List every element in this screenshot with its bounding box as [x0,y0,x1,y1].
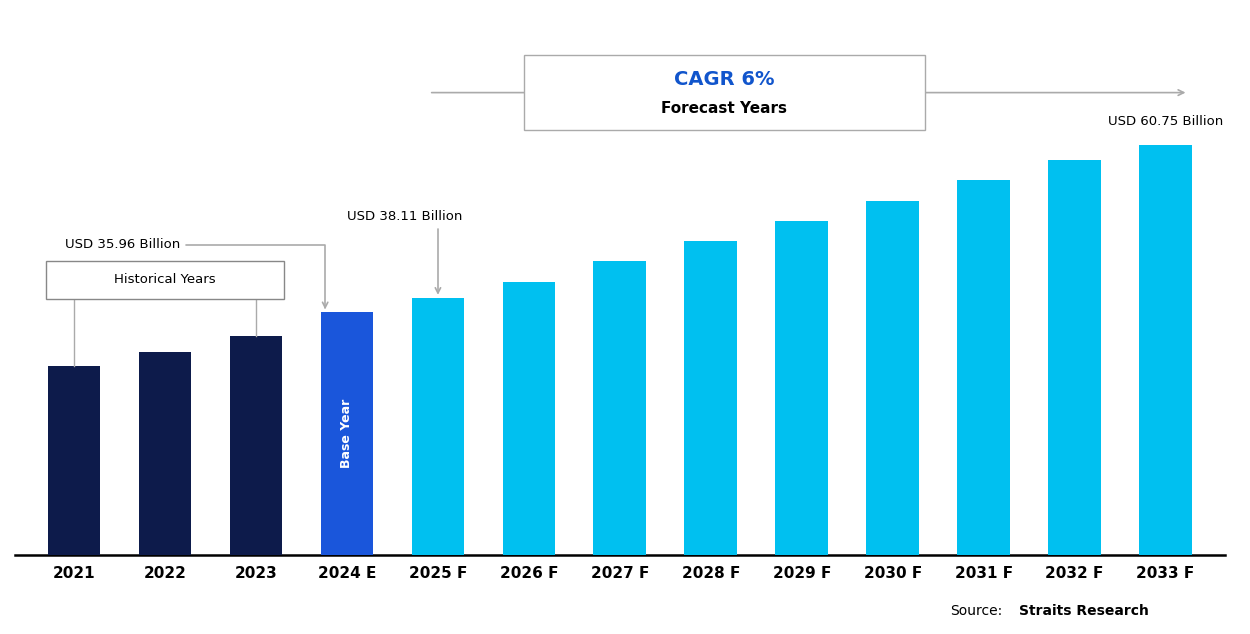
FancyBboxPatch shape [524,55,925,130]
Text: USD 38.11 Billion: USD 38.11 Billion [348,210,462,293]
Text: Straits Research: Straits Research [1019,604,1149,618]
Bar [230,335,282,555]
Bar [775,221,829,555]
Text: Historical Years: Historical Years [114,273,216,287]
Bar [139,353,191,555]
Bar [48,366,100,555]
Bar [1139,145,1192,555]
Text: Source:: Source: [950,604,1002,618]
FancyBboxPatch shape [46,261,284,299]
Bar [411,298,464,555]
Text: CAGR 6%: CAGR 6% [674,70,775,89]
Text: USD 60.75 Billion: USD 60.75 Billion [1108,115,1224,128]
Bar [958,180,1010,555]
Text: USD 35.96 Billion: USD 35.96 Billion [65,238,328,307]
Bar [866,200,919,555]
Text: Forecast Years: Forecast Years [661,101,788,117]
Text: Base Year: Base Year [340,399,354,468]
Bar [320,312,374,555]
Bar [685,241,737,555]
Bar [1049,160,1101,555]
Bar [503,281,555,555]
Bar [594,261,646,555]
